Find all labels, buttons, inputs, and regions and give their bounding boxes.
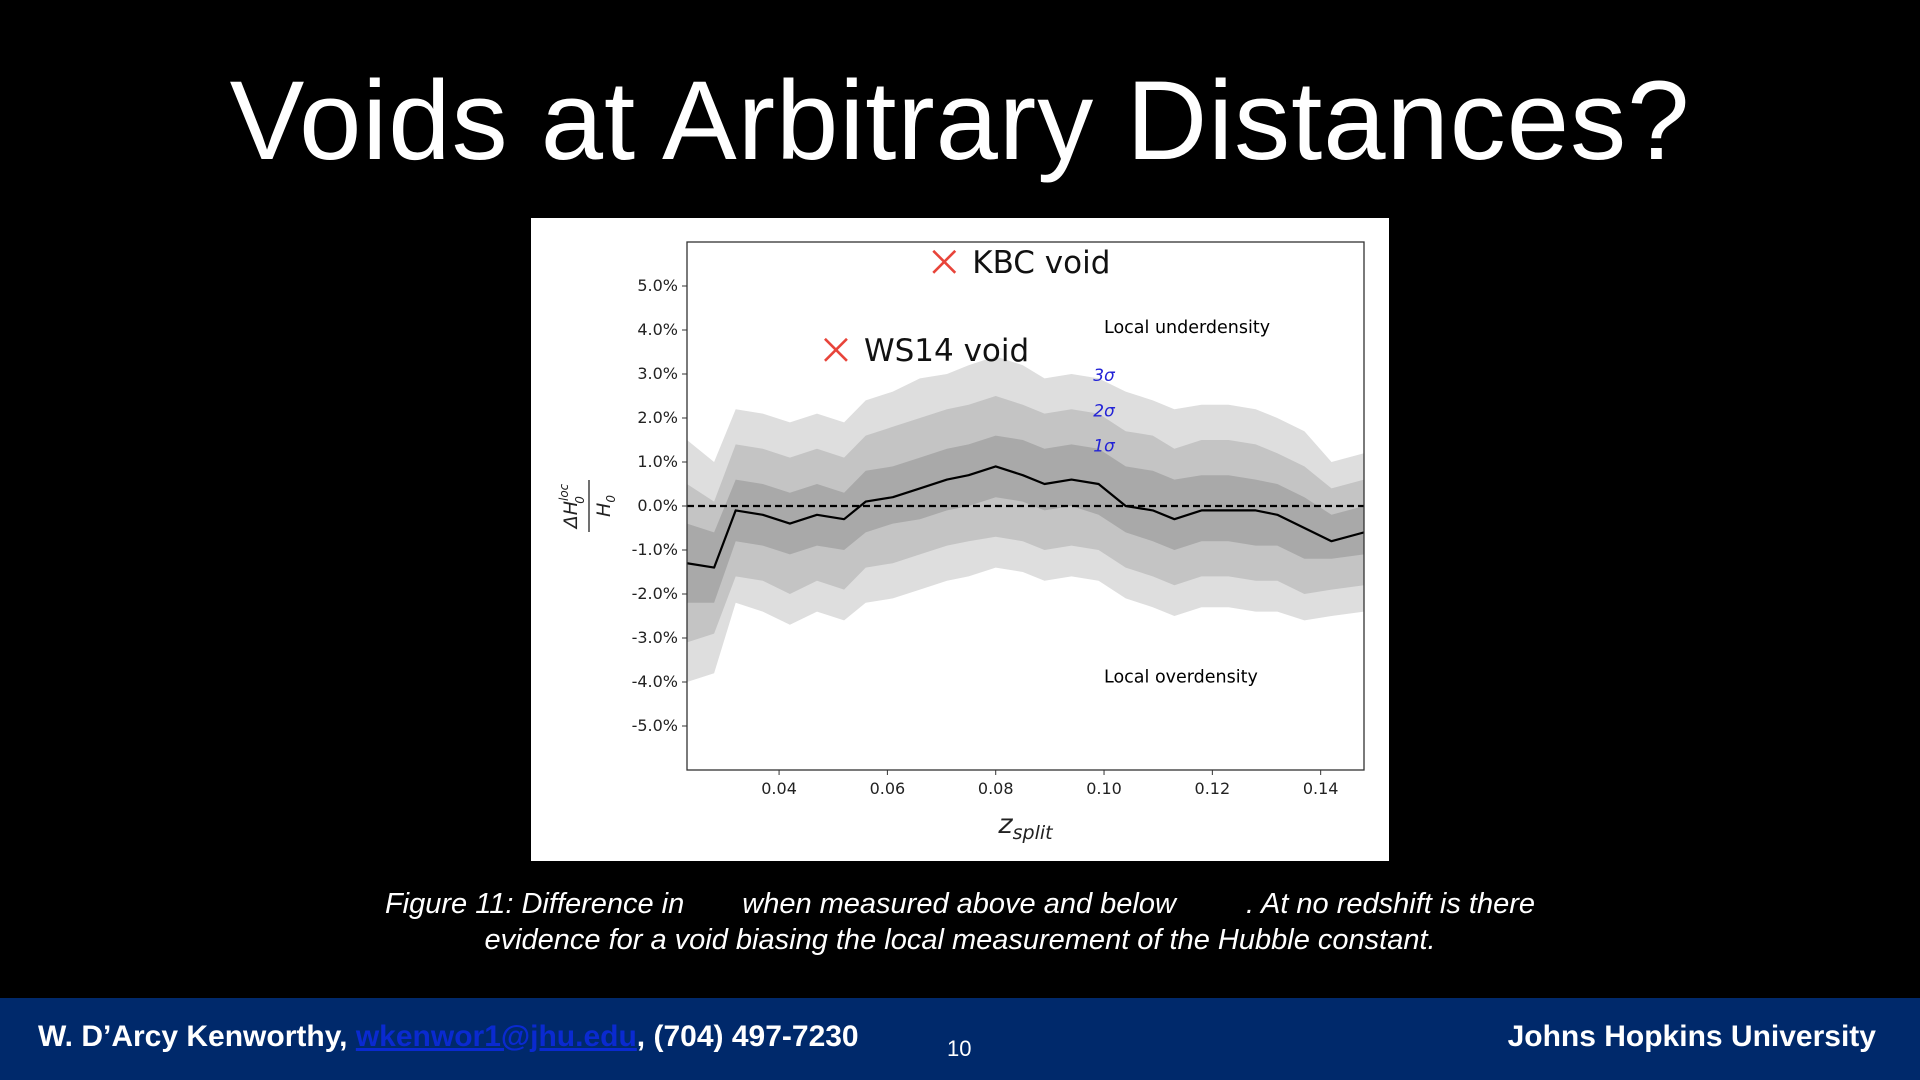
- density-annotation: Local underdensity: [1104, 318, 1270, 338]
- y-tick-label: 3.0%: [637, 364, 678, 383]
- footer-author: W. D’Arcy Kenworthy, wkenwor1@jhu.edu, (…: [38, 1020, 859, 1054]
- y-tick-label: 5.0%: [637, 276, 678, 295]
- email-link[interactable]: wkenwor1@jhu.edu: [355, 1020, 637, 1053]
- x-tick-label: 0.14: [1303, 779, 1339, 798]
- density-annotation: Local overdensity: [1104, 668, 1258, 688]
- caption-text-3: . At no redshift is there: [1245, 888, 1536, 920]
- author-phone: , (704) 497-7230: [636, 1020, 859, 1053]
- caption-text-1: Figure 11: Difference in: [384, 888, 685, 920]
- void-marker-x: [932, 249, 957, 274]
- y-tick-label: 0.0%: [637, 496, 678, 515]
- y-tick-label: 4.0%: [637, 320, 678, 339]
- y-axis-label-denominator: H0: [593, 495, 618, 517]
- footer-bar: W. D’Arcy Kenworthy, wkenwor1@jhu.edu, (…: [0, 998, 1920, 1080]
- void-marker-x: [824, 337, 848, 362]
- y-tick-label: -1.0%: [632, 540, 678, 559]
- void-marker: [824, 337, 848, 362]
- y-axis-label: ΔHloc 0 H0: [557, 480, 618, 532]
- bands-group: [687, 356, 1364, 682]
- page-number: 10: [947, 1036, 972, 1061]
- void-marker: [932, 249, 957, 274]
- slide-title: Voids at Arbitrary Distances?: [229, 58, 1691, 183]
- y-tick-label: -5.0%: [632, 716, 678, 735]
- y-axis-label-numerator: ΔHloc 0: [557, 483, 587, 530]
- sigma-label: 3σ: [1093, 366, 1116, 386]
- y-tick-label: 2.0%: [637, 408, 678, 427]
- sigma-label: 2σ: [1093, 401, 1116, 421]
- x-tick-label: 0.12: [1195, 779, 1231, 798]
- caption-text-4: evidence for a void biasing the local me…: [484, 924, 1436, 956]
- y-tick-label: -4.0%: [632, 672, 678, 691]
- band-2sigma: [687, 396, 1364, 643]
- void-marker-label: KBC void: [972, 245, 1110, 281]
- band-1sigma: [687, 435, 1364, 603]
- footer-institution: Johns Hopkins University: [1507, 1020, 1876, 1053]
- void-marker-label: WS14 void: [864, 333, 1029, 369]
- x-tick-label: 0.08: [978, 779, 1014, 798]
- caption-text-2: when measured above and below: [742, 888, 1176, 920]
- author-name: W. D’Arcy Kenworthy,: [38, 1020, 356, 1053]
- figure-panel: 5.0% 4.0% 3.0% 2.0% 1.0% 0.0% -1.0% -2.0% -3.0% -…: [531, 218, 1389, 861]
- sigma-label: 1σ: [1093, 437, 1116, 457]
- y-tick-label: -3.0%: [632, 628, 678, 647]
- y-tick-label: 1.0%: [637, 452, 678, 471]
- x-tick-label: 0.06: [870, 779, 906, 798]
- x-tick-label: 0.04: [761, 779, 797, 798]
- figure-caption: Figure 11: Difference in when measured ab…: [340, 886, 1580, 958]
- y-tick-label: -2.0%: [632, 584, 678, 603]
- x-tick-label: 0.10: [1086, 779, 1122, 798]
- chart: 5.0% 4.0% 3.0% 2.0% 1.0% 0.0% -1.0% -2.0% -3.0% -…: [557, 241, 1365, 844]
- x-axis-label: zsplit: [997, 809, 1054, 844]
